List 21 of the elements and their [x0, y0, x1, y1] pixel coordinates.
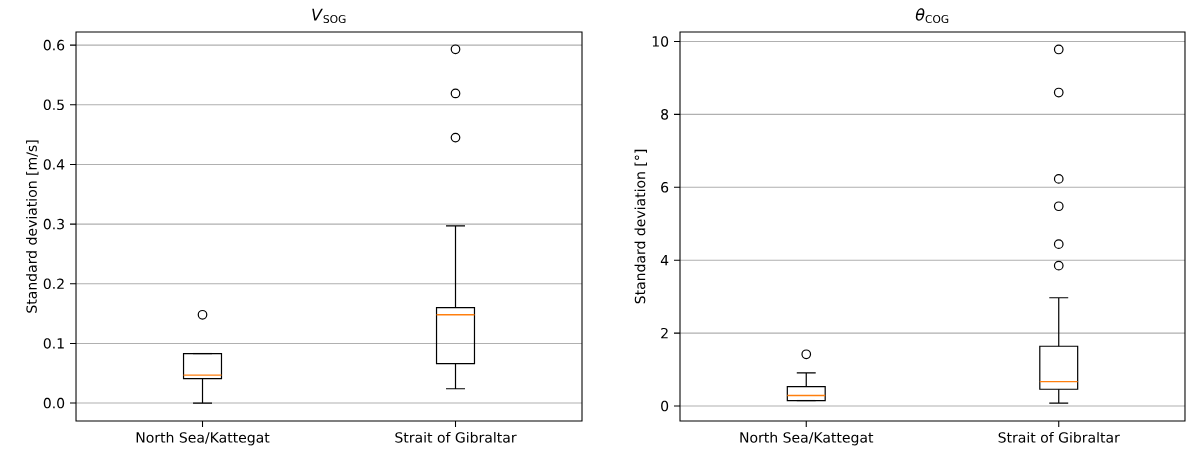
- y-axis-title: Standard deviation [m/s]: [26, 140, 39, 313]
- x-tick-label: Strait of Gibraltar: [395, 431, 517, 443]
- y-tick-label: 0.0: [43, 397, 65, 409]
- x-tick-label: North Sea/Kattegat: [740, 431, 874, 446]
- y-tick-label: 0.6: [43, 39, 65, 51]
- y-tick-label: 4: [660, 255, 669, 266]
- x-tick-label: North Sea/Kattegat: [136, 431, 270, 446]
- chart-title: θ$_{COG}$: [915, 8, 949, 24]
- y-tick-label: 2: [661, 327, 668, 339]
- y-tick-label: 0.4: [43, 159, 65, 170]
- y-tick-label: 8: [661, 109, 669, 120]
- y-axis-title: Standard deviation [°]: [634, 149, 647, 304]
- y-tick-label: 6: [661, 182, 669, 193]
- y-tick-label: 0.3: [43, 218, 64, 230]
- y-tick-label: 0.1: [43, 338, 64, 349]
- chart-title: V$_{SOG}$: [312, 8, 346, 24]
- x-tick-label: Strait of Gibraltar: [998, 431, 1120, 443]
- y-tick-label: 0.5: [43, 99, 64, 111]
- y-tick-label: 0.2: [43, 278, 64, 290]
- y-tick-label: 0: [661, 400, 669, 412]
- y-tick-label: 10: [652, 36, 669, 47]
